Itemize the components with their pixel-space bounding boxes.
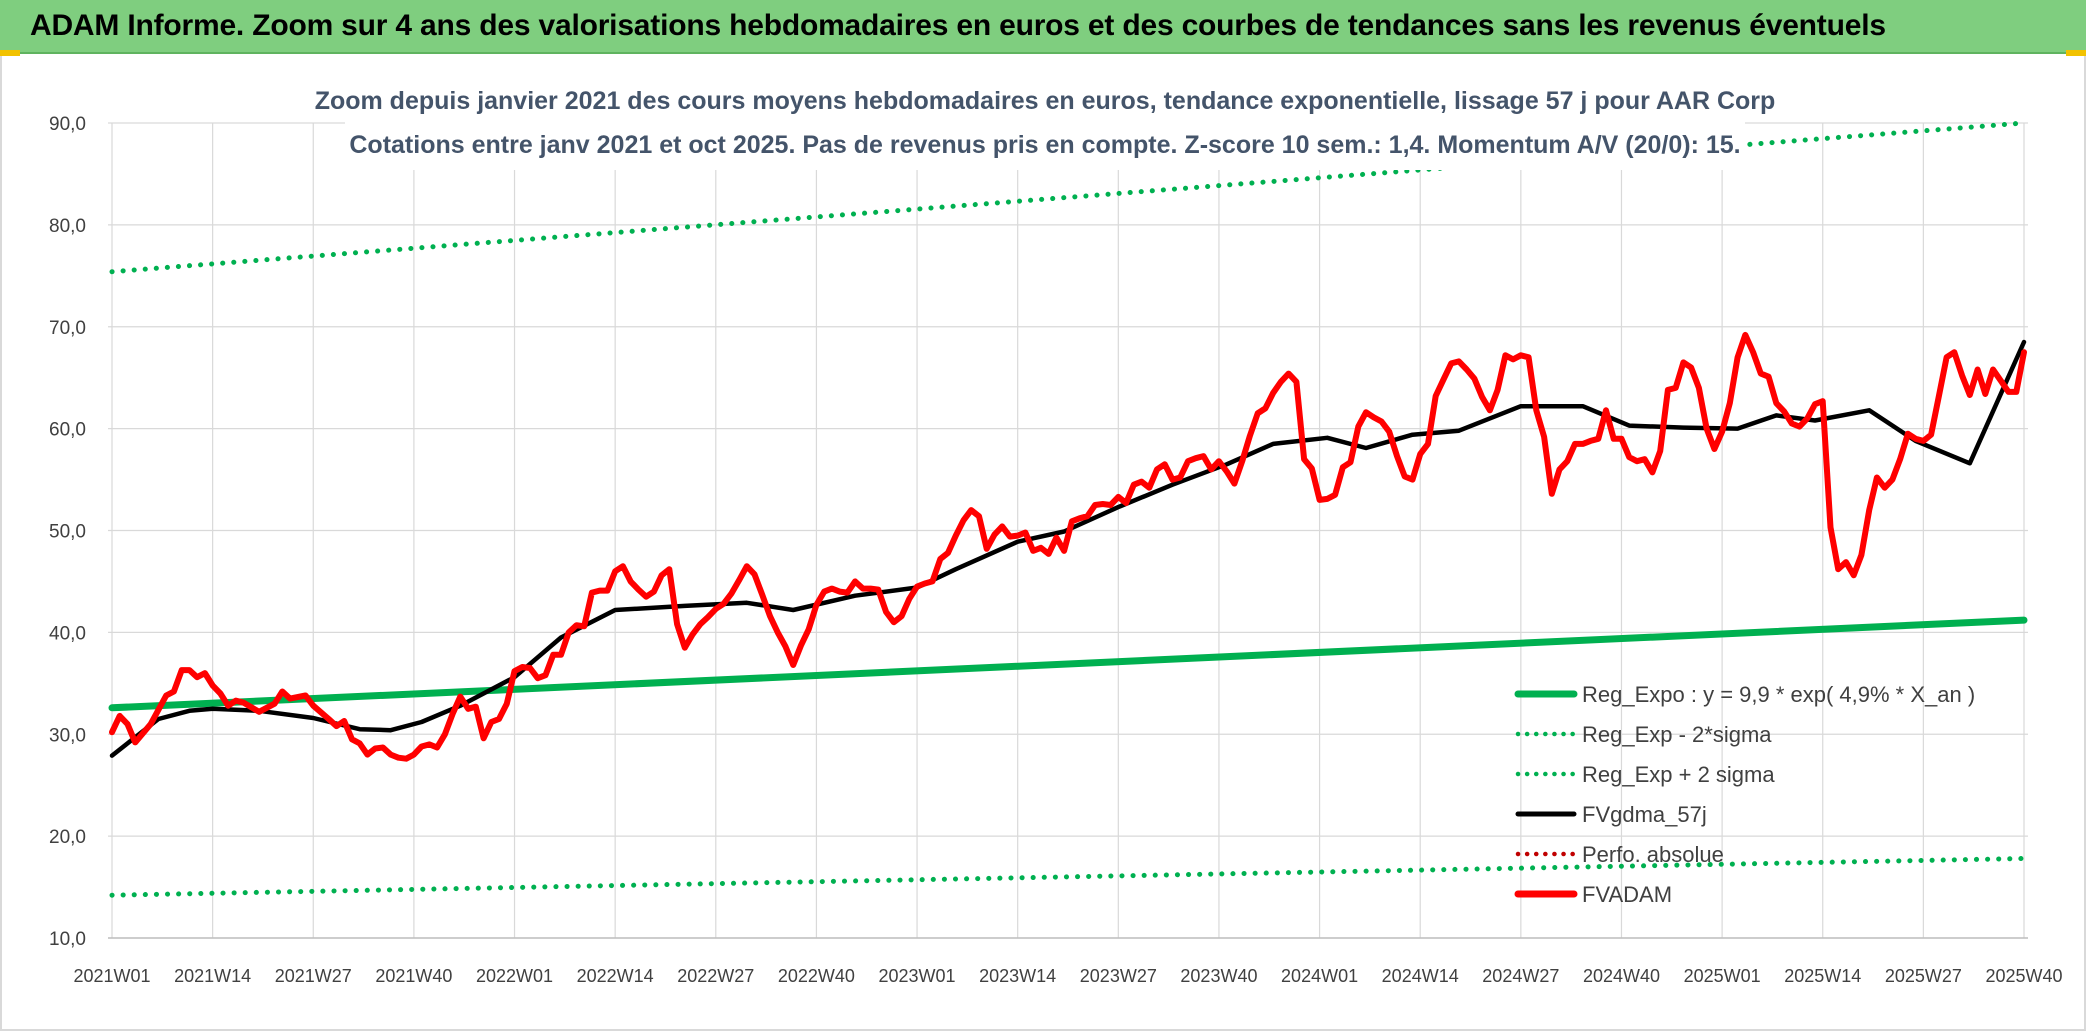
x-tick-label: 2025W27 bbox=[1885, 966, 1962, 986]
x-tick-label: 2024W27 bbox=[1482, 966, 1559, 986]
x-tick-label: 2023W14 bbox=[979, 966, 1056, 986]
y-tick-label: 30,0 bbox=[49, 725, 86, 746]
chart-subtitle: Cotations entre janv 2021 et oct 2025. P… bbox=[349, 131, 1740, 159]
x-tick-label: 2021W14 bbox=[174, 966, 251, 986]
x-tick-label: 2022W14 bbox=[577, 966, 654, 986]
legend-label: FVADAM bbox=[1582, 882, 1672, 907]
legend-label: FVgdma_57j bbox=[1582, 802, 1707, 827]
x-tick-label: 2025W01 bbox=[1684, 966, 1761, 986]
series-fvgdma-57j-line bbox=[109, 339, 2027, 758]
y-tick-label: 20,0 bbox=[49, 827, 86, 848]
y-tick-label: 40,0 bbox=[49, 623, 86, 644]
legend-label: Perfo. absolue bbox=[1582, 842, 1724, 867]
y-tick-label: 90,0 bbox=[49, 114, 86, 135]
series-lines bbox=[108, 120, 2028, 898]
x-tick-label: 2025W40 bbox=[1985, 966, 2062, 986]
x-tick-label: 2024W40 bbox=[1583, 966, 1660, 986]
x-tick-label: 2023W27 bbox=[1080, 966, 1157, 986]
x-tick-label: 2024W14 bbox=[1382, 966, 1459, 986]
y-tick-label: 60,0 bbox=[49, 420, 86, 441]
y-tick-label: 10,0 bbox=[49, 929, 86, 950]
y-tick-label: 70,0 bbox=[49, 318, 86, 339]
series-reg-exp-minus-2sigma-line bbox=[109, 856, 2027, 898]
legend-label: Reg_Exp + 2 sigma bbox=[1582, 762, 1775, 787]
x-tick-label: 2025W14 bbox=[1784, 966, 1861, 986]
legend: Reg_Expo : y = 9,9 * exp( 4,9% * X_an ) R… bbox=[1514, 682, 1975, 907]
x-tick-label: 2021W40 bbox=[375, 966, 452, 986]
x-tick-label: 2022W27 bbox=[677, 966, 754, 986]
x-tick-label: 2022W40 bbox=[778, 966, 855, 986]
page-title: ADAM Informe. Zoom sur 4 ans des valoris… bbox=[30, 9, 1886, 42]
chart-title: Zoom depuis janvier 2021 des cours moyen… bbox=[315, 87, 1776, 115]
chart-title-background bbox=[345, 78, 1745, 170]
y-tick-label: 50,0 bbox=[49, 522, 86, 543]
x-tick-label: 2023W01 bbox=[879, 966, 956, 986]
x-tick-label: 2021W01 bbox=[73, 966, 150, 986]
chart-title-block: Zoom depuis janvier 2021 des cours moyen… bbox=[315, 78, 1776, 170]
axes: 10,0 20,0 30,0 40,0 50,0 60,0 70,0 80,0 90,0 2021… bbox=[49, 114, 2063, 986]
x-tick-label: 2021W27 bbox=[275, 966, 352, 986]
x-tick-label: 2022W01 bbox=[476, 966, 553, 986]
series-reg-expo-line bbox=[108, 616, 2028, 712]
banner-accent-right bbox=[2066, 50, 2086, 56]
x-tick-label: 2024W01 bbox=[1281, 966, 1358, 986]
legend-label: Reg_Expo : y = 9,9 * exp( 4,9% * X_an ) bbox=[1582, 682, 1975, 707]
y-tick-label: 80,0 bbox=[49, 216, 86, 237]
banner-accent-left bbox=[0, 50, 20, 56]
legend-label: Reg_Exp - 2*sigma bbox=[1582, 722, 1772, 747]
x-tick-label: 2023W40 bbox=[1180, 966, 1257, 986]
header-banner: ADAM Informe. Zoom sur 4 ans des valoris… bbox=[0, 0, 2086, 54]
series-fvadam-line bbox=[109, 331, 2027, 762]
